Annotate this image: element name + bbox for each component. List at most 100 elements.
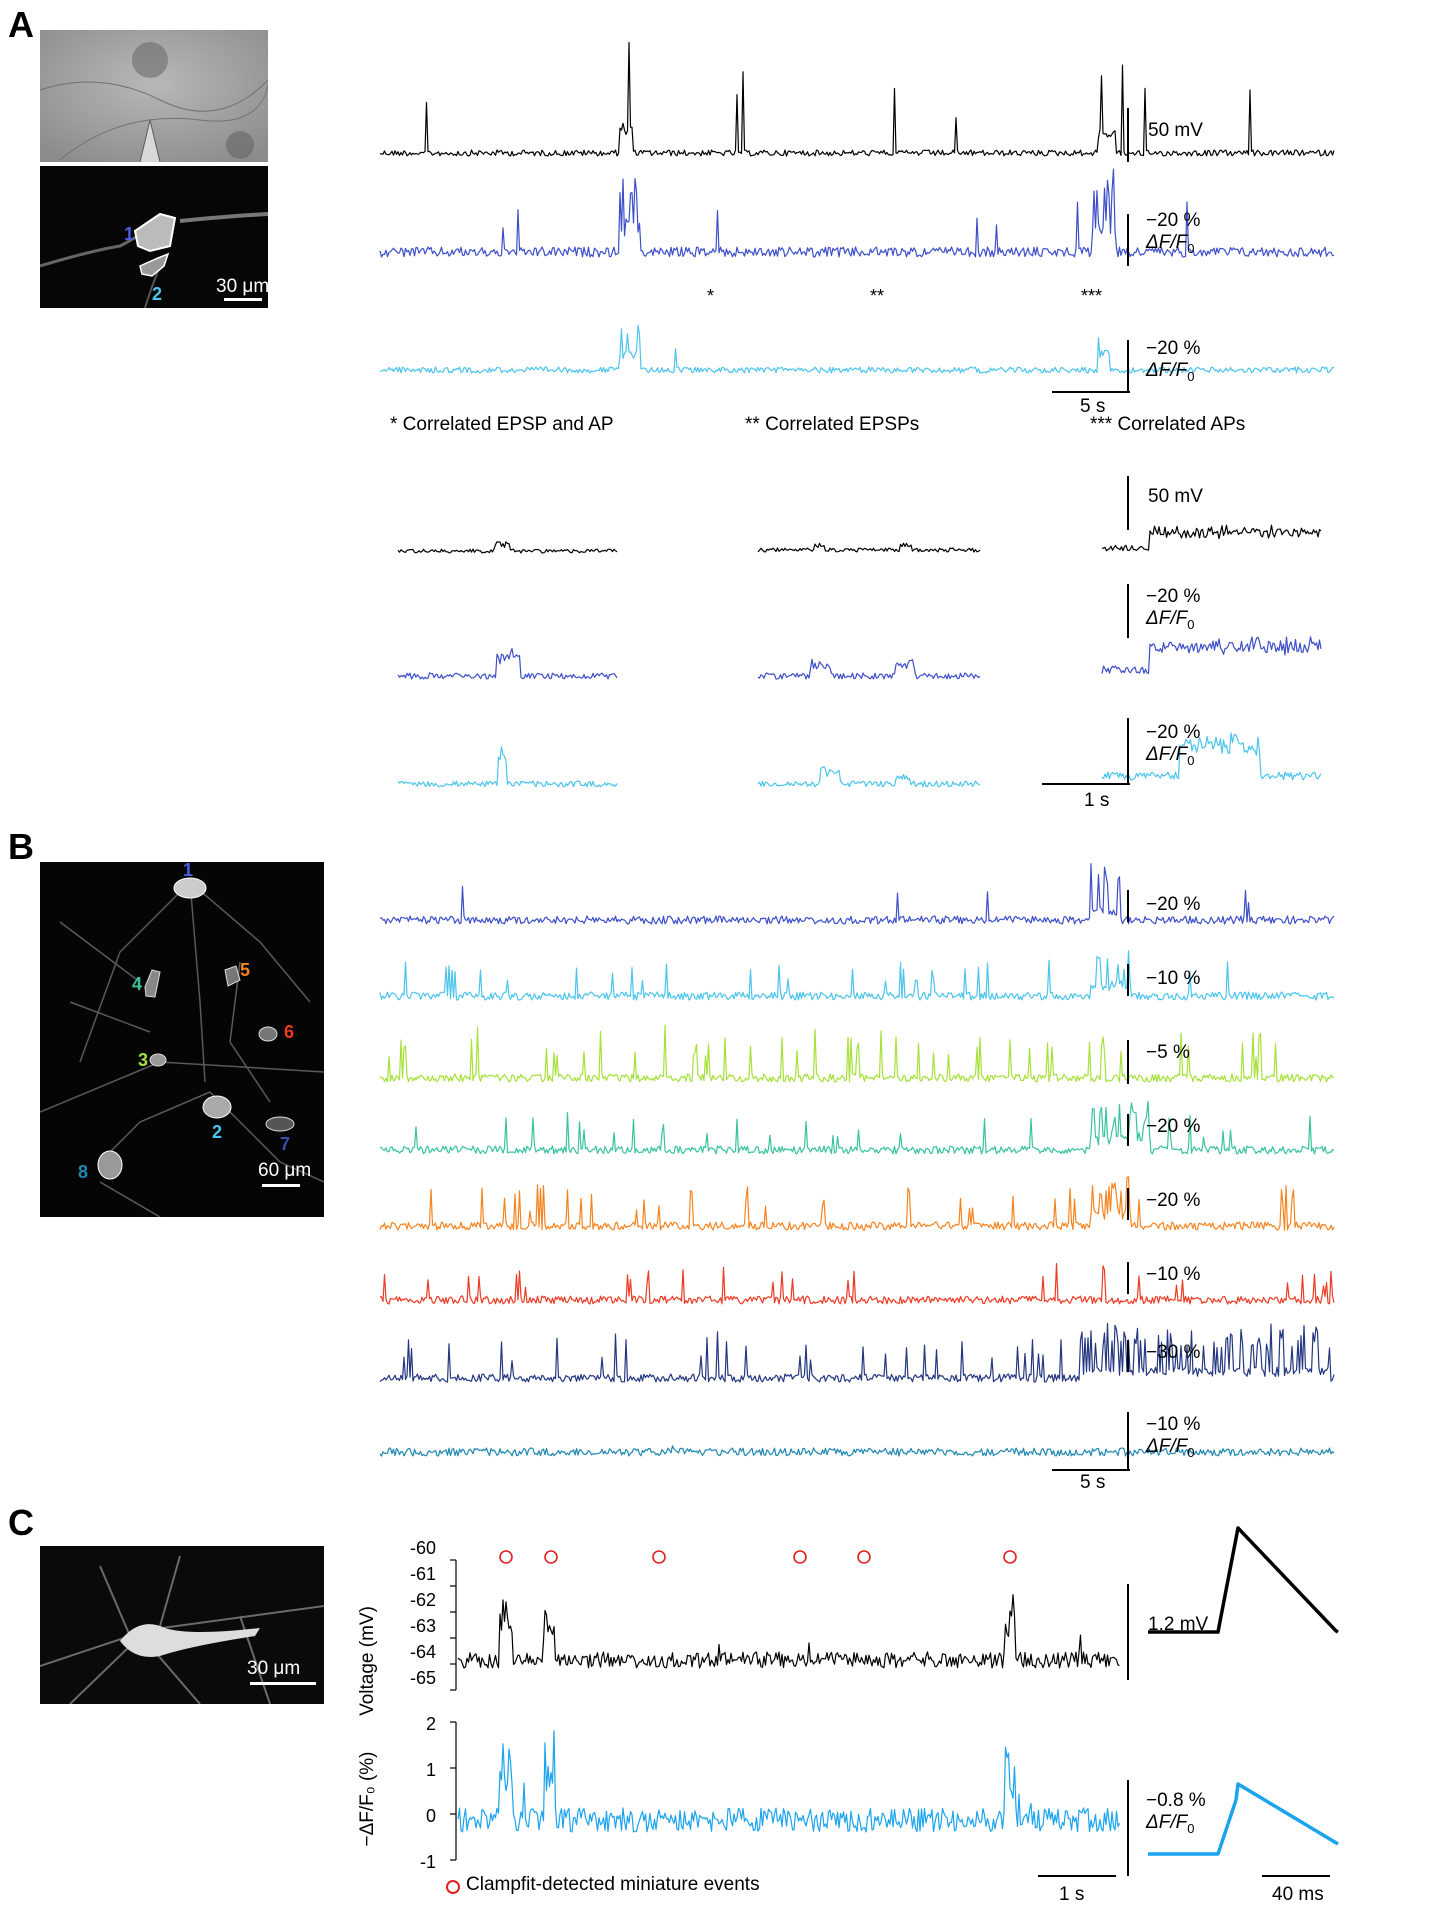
c-dtick-1: 1: [426, 1760, 437, 1780]
trace-b-cell6: [379, 1263, 1335, 1305]
scale-b-3: −5 %: [1146, 1042, 1190, 1063]
legend-event-marker: [446, 1880, 460, 1894]
micro-scale-bar-c: [250, 1682, 316, 1685]
trace-b-cell8: [379, 1445, 1335, 1457]
trace-a-cell2: [379, 324, 1335, 374]
c-dtick-3: -1: [420, 1852, 437, 1872]
note-3: *** Correlated APs: [1090, 414, 1246, 435]
scale-a-zoom-df2: −20 %: [1146, 722, 1201, 743]
event-marker-2: [652, 1550, 666, 1564]
fluorescence-image-a: 1 2 30 μm: [40, 166, 268, 308]
micro-scale-bar-b: [262, 1184, 300, 1187]
c-dtick-0: 2: [426, 1714, 437, 1734]
scale-a-zoom-df1-sub: ΔF/F0: [1146, 608, 1195, 632]
zoom-a1-voltage: [397, 541, 618, 554]
panel-label-b: B: [8, 826, 34, 867]
micro-scale-label-b: 60 μm: [258, 1160, 312, 1181]
scale-c-avg-df: −0.8 %: [1146, 1790, 1206, 1811]
event-marker-3: [793, 1550, 807, 1564]
scale-a-df1-sub: ΔF/F0: [1146, 232, 1195, 256]
c-vtick-4: -64: [410, 1642, 437, 1662]
c-vtick-1: -61: [410, 1564, 437, 1584]
scale-b-8: −10 %: [1146, 1414, 1201, 1435]
zoom-a3-cell1: [1101, 636, 1322, 674]
scale-a-df2-sub: ΔF/F0: [1146, 360, 1195, 384]
note-2: ** Correlated EPSPs: [745, 414, 920, 435]
cell-label-b2: 2: [212, 1122, 223, 1142]
c-df-ylabel-wrap: −ΔF/F₀ (%): [352, 1708, 384, 1898]
avg-c-voltage: [1148, 1526, 1339, 1634]
event-marker-5: [1003, 1550, 1017, 1564]
fluorescence-image-c: 30 μm: [40, 1546, 324, 1704]
zoom-a1-cell1: [397, 648, 618, 680]
scale-b-time: 5 s: [1080, 1472, 1106, 1493]
event-marker-4: [857, 1550, 871, 1564]
trace-b-cell3: [379, 1024, 1335, 1083]
trace-c-voltage: [457, 1594, 1120, 1669]
zoom-a3-cell2: [1101, 732, 1322, 781]
c-vtick-2: -62: [410, 1590, 437, 1610]
cell-label-a1: 1: [124, 224, 135, 244]
cell-label-b6: 6: [284, 1022, 295, 1042]
scale-c-time: 1 s: [1059, 1884, 1085, 1905]
micro-scale-label-c: 30 μm: [247, 1658, 301, 1679]
trace-a-cell1: [379, 168, 1335, 258]
scale-b-8-sub: ΔF/F0: [1146, 1436, 1195, 1460]
scale-a-zoom-voltage: 50 mV: [1148, 486, 1203, 507]
brightfield-image: [40, 30, 268, 162]
trace-b-cell2: [379, 950, 1335, 1001]
scale-a-zoom-time: 1 s: [1084, 790, 1110, 811]
scale-c-avg-voltage: 1.2 mV: [1148, 1614, 1209, 1635]
marker-3: ***: [1081, 286, 1103, 306]
c-vtick-3: -63: [410, 1616, 437, 1636]
scale-a-df1: −20 %: [1146, 210, 1201, 231]
scale-a-zoom-df2-sub: ΔF/F0: [1146, 744, 1195, 768]
cell-label-b4: 4: [132, 974, 143, 994]
scale-b-6: −10 %: [1146, 1264, 1201, 1285]
scale-a-zoom-df1: −20 %: [1146, 586, 1201, 607]
micro-scale-bar-a: [224, 298, 262, 301]
event-marker-1: [544, 1550, 558, 1564]
scale-b-1: −20 %: [1146, 894, 1201, 915]
cell-label-b3: 3: [138, 1050, 149, 1070]
panel-label-c: C: [8, 1502, 34, 1543]
cell-label-a2: 2: [152, 284, 163, 304]
trace-b-cell5: [379, 1176, 1335, 1231]
cell-label-b8: 8: [78, 1162, 89, 1182]
scale-a-voltage: 50 mV: [1148, 120, 1203, 141]
zoom-a3-voltage: [1101, 524, 1322, 552]
zoom-a2-cell1: [757, 658, 981, 680]
scale-c-avg-time: 40 ms: [1272, 1884, 1324, 1905]
trace-b-cell4: [379, 1100, 1335, 1155]
scale-b-5: −20 %: [1146, 1190, 1201, 1211]
fluorescence-image-b: 1 2 3 4 5 6 7 8 60 μm: [40, 862, 324, 1217]
scale-a-df2: −20 %: [1146, 338, 1201, 359]
trace-b-cell1: [379, 863, 1335, 925]
zoom-a1-cell2: [397, 746, 618, 788]
trace-b-cell7: [379, 1322, 1335, 1383]
c-dtick-2: 0: [426, 1806, 437, 1826]
cell-label-b5: 5: [240, 960, 251, 980]
trace-c-df: [457, 1730, 1121, 1833]
c-vtick-5: -65: [410, 1668, 437, 1688]
cell-label-b7: 7: [280, 1134, 291, 1154]
scale-b-7: −30 %: [1146, 1342, 1201, 1363]
cell-label-b1: 1: [183, 862, 194, 880]
panel-label-a: A: [8, 4, 34, 45]
scale-b-2: −10 %: [1146, 968, 1201, 989]
c-vtick-0: -60: [410, 1538, 437, 1558]
legend-text: Clampfit-detected miniature events: [466, 1874, 760, 1895]
event-marker-0: [499, 1550, 513, 1564]
zoom-a2-voltage: [757, 542, 981, 553]
scale-a-time: 5 s: [1080, 396, 1106, 417]
trace-a-voltage: [379, 41, 1335, 157]
c-df-ylabel: −ΔF/F₀ (%): [357, 1751, 378, 1847]
scale-c-avg-df-sub: ΔF/F0: [1146, 1812, 1195, 1836]
marker-1: *: [707, 286, 715, 306]
zoom-a2-cell2: [757, 766, 981, 788]
avg-c-df: [1148, 1782, 1339, 1856]
micro-scale-label-a: 30 μm: [216, 276, 268, 297]
note-1: * Correlated EPSP and AP: [390, 414, 614, 435]
scale-b-4: −20 %: [1146, 1116, 1201, 1137]
